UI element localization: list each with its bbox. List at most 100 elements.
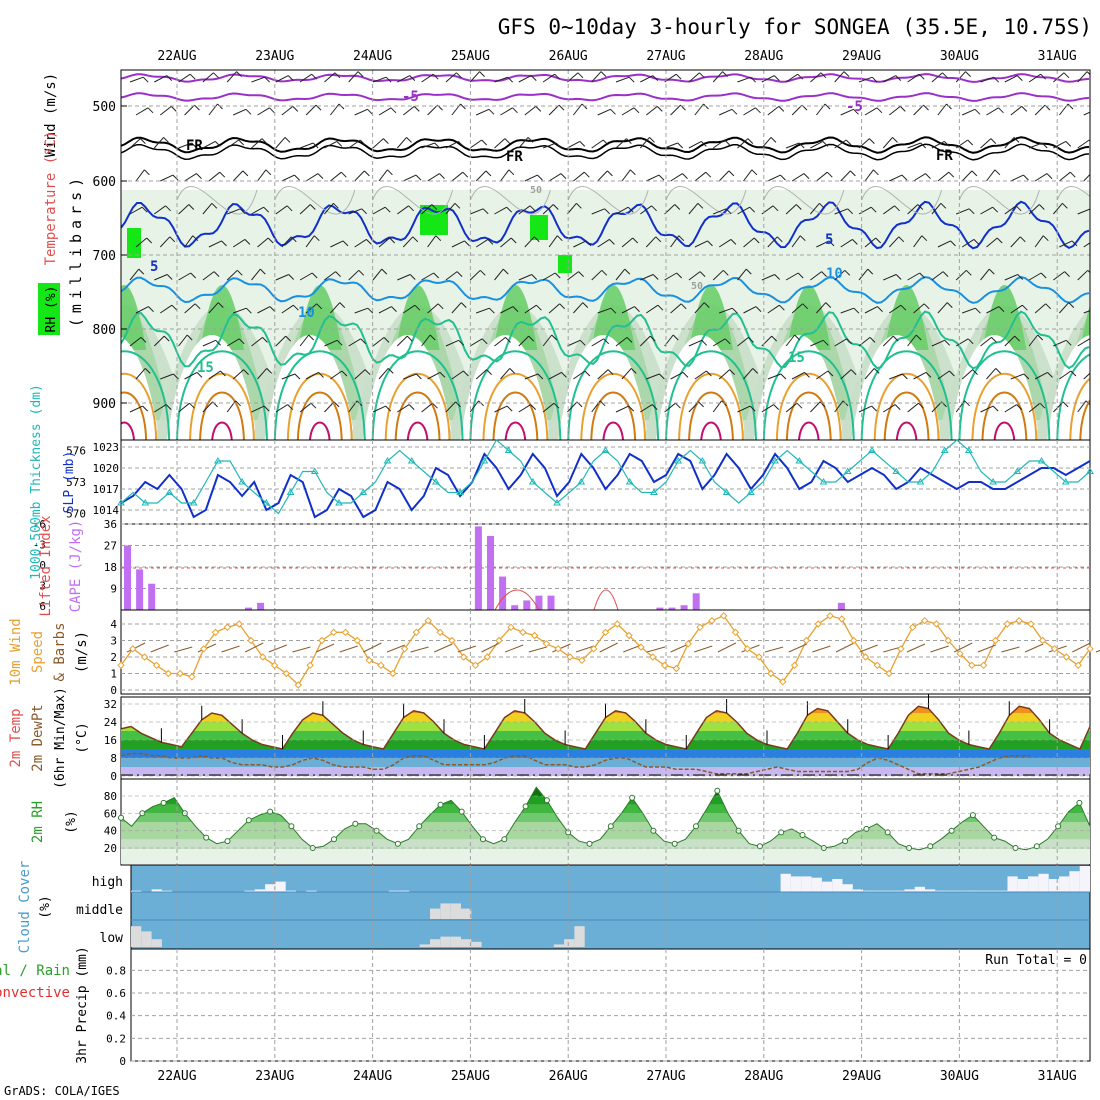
wind-barb <box>986 169 996 182</box>
wind-barb-flag <box>992 405 999 412</box>
cloud-bar-low <box>430 939 441 947</box>
wind-barb <box>548 235 558 248</box>
wind10m-series <box>117 612 1100 689</box>
wind-speed-marker <box>247 636 255 645</box>
rh-contour-line <box>665 186 747 215</box>
wind-speed-marker <box>1086 645 1094 653</box>
label-2m-rh: 2m RH <box>30 801 46 843</box>
wind-barb <box>160 174 174 182</box>
cloud-bar-low <box>574 926 585 947</box>
wind-speed-marker <box>826 612 834 620</box>
wind-barb <box>378 107 392 116</box>
cloud-bar-high <box>883 890 895 892</box>
wind-barb-flag <box>819 202 825 209</box>
thickness-marker <box>528 478 537 485</box>
wind-barb-flag <box>853 108 859 115</box>
wind-barb <box>445 401 456 413</box>
rh-marker <box>203 834 210 841</box>
wind-barb <box>639 335 651 347</box>
wind-barb <box>275 205 288 215</box>
cape-bar <box>124 545 131 610</box>
wind-barb-flag <box>1071 240 1078 247</box>
wind-barb-flag <box>359 139 366 146</box>
wind-barb <box>956 208 970 215</box>
wind-barb-flag <box>794 334 801 341</box>
cloud-frame <box>130 864 1091 950</box>
wind-barb-flag <box>172 174 179 181</box>
wind-barb <box>378 306 392 314</box>
thickness-marker <box>795 457 804 464</box>
wind-barb-flag <box>383 138 389 144</box>
label-wind-units: (m/s) <box>74 631 90 673</box>
wind-barb <box>402 236 414 248</box>
wind-barb <box>937 302 948 314</box>
wind-barb <box>737 337 749 347</box>
wind-barb-flag <box>434 142 441 149</box>
wind-barb-flag <box>902 373 908 380</box>
wind-barb-flag <box>559 303 566 310</box>
wind-barb-flag <box>944 339 951 346</box>
wind-barb-flag <box>554 73 561 80</box>
wind-barb-flag <box>236 269 243 276</box>
wind-speed-marker <box>920 616 929 625</box>
wind-barb-flag <box>166 274 173 280</box>
cloud-bar-middle <box>440 903 451 919</box>
wind-barb <box>518 274 532 281</box>
wind-barb-flag <box>510 237 517 244</box>
wind-barb-flag <box>1091 209 1096 214</box>
wind-barb <box>718 108 733 116</box>
wind-barb <box>834 400 844 413</box>
wind-barb <box>518 137 529 149</box>
wind-barb <box>1028 402 1041 413</box>
wind-barb-flag <box>284 137 291 143</box>
wind-barb <box>883 75 897 83</box>
wind-barb <box>743 169 753 182</box>
wind-barb <box>737 268 747 281</box>
pressure-tick-label: 600 <box>93 175 116 190</box>
wind-barb <box>397 205 409 215</box>
wind-barb-flag <box>582 302 589 308</box>
wind-barb <box>907 402 919 413</box>
wind-barb-flag <box>992 206 999 213</box>
wind-barb-10m <box>953 642 973 653</box>
wind-barb-flag <box>266 368 273 374</box>
wind-barb-flag <box>732 307 738 314</box>
wind-barb <box>427 235 437 248</box>
cape-bar <box>680 605 688 610</box>
wind-barb <box>907 334 917 347</box>
wind-barb-flag <box>672 334 679 341</box>
wind-barb-flag <box>1097 109 1100 114</box>
wind-barb-flag <box>975 307 981 314</box>
wind-barb <box>1059 171 1071 182</box>
isotherm-loop <box>678 372 744 440</box>
rh-contour-line <box>176 186 258 215</box>
wind-barb <box>208 103 218 116</box>
wind-barb <box>494 337 506 347</box>
wind-barb-flag <box>166 75 173 81</box>
wind-barb <box>475 170 487 182</box>
wind-barb-flag <box>901 174 908 181</box>
wind-barb <box>226 338 240 347</box>
wind-barb-flag <box>1047 372 1053 378</box>
wind-barb-10m <box>150 644 169 653</box>
wind-barb-flag <box>415 174 422 181</box>
wind-barb-flag <box>367 108 373 115</box>
wind-speed-marker <box>1027 620 1035 628</box>
rh-contour-line <box>861 186 943 215</box>
wind-barb <box>129 337 142 347</box>
wind-barb-flag <box>553 402 560 409</box>
wind-barb-10m <box>481 642 500 653</box>
wind-barb-flag <box>610 108 616 115</box>
wind-speed-marker <box>530 631 539 640</box>
rh-marker <box>991 834 998 841</box>
cloud-bar-low <box>440 936 451 947</box>
wind-barb-flag <box>700 141 707 147</box>
wind-barb <box>864 237 877 248</box>
wind-barb-flag <box>585 240 592 247</box>
wind-barb-flag <box>845 139 852 146</box>
wind-barb <box>233 307 247 314</box>
date-label-bottom: 22AUG <box>157 1069 196 1084</box>
wind-speed-marker <box>991 636 1000 645</box>
